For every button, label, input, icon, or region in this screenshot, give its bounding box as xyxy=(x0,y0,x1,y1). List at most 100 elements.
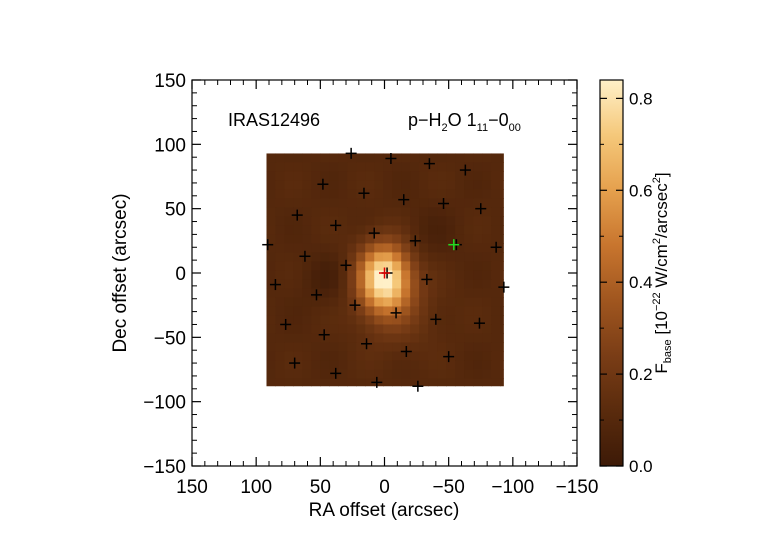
map-pixel xyxy=(329,270,339,281)
map-pixel xyxy=(482,315,492,326)
map-pixel xyxy=(329,288,339,299)
map-pixel xyxy=(365,306,375,317)
map-pixel xyxy=(374,171,384,181)
map-pixel xyxy=(500,162,504,172)
map-pixel xyxy=(356,360,366,371)
map-pixel xyxy=(320,342,330,353)
map-pixel xyxy=(509,270,519,280)
map-pixel xyxy=(410,351,420,362)
map-pixel xyxy=(500,153,504,163)
map-pixel xyxy=(347,198,357,208)
map-pixel xyxy=(482,252,492,263)
map-pixel xyxy=(464,342,474,353)
map-pixel xyxy=(320,198,330,208)
map-pixel xyxy=(428,189,438,199)
map-pixel xyxy=(491,333,501,344)
map-pixel xyxy=(464,243,474,254)
map-pixel xyxy=(428,342,438,353)
map-pixel xyxy=(356,369,366,380)
colorbar-ticks: 0.0 0.2 0.4 0.6 0.8 xyxy=(600,89,653,476)
map-pixel xyxy=(455,288,465,299)
map-pixel xyxy=(473,189,483,199)
map-pixel xyxy=(446,360,456,371)
map-pixel xyxy=(446,261,456,272)
map-pixel xyxy=(293,333,303,344)
map-pixel xyxy=(428,369,438,380)
spaxel-marker xyxy=(412,380,424,392)
spaxel-markers xyxy=(262,147,510,392)
map-pixel xyxy=(329,261,339,272)
map-pixel xyxy=(509,225,519,235)
map-pixel xyxy=(311,306,321,317)
map-pixel xyxy=(275,306,285,317)
map-pixel xyxy=(320,369,330,380)
map-pixel xyxy=(275,252,285,263)
map-pixel xyxy=(383,333,393,344)
map-pixel xyxy=(473,360,483,371)
map-pixel xyxy=(365,351,375,362)
map-pixel xyxy=(491,369,501,380)
map-pixel xyxy=(266,324,277,335)
map-pixel xyxy=(491,198,501,208)
map-pixel xyxy=(320,360,330,371)
map-pixel xyxy=(347,351,357,362)
map-pixel xyxy=(428,180,438,190)
map-pixel xyxy=(320,351,330,362)
map-pixel xyxy=(266,234,277,245)
map-pixel xyxy=(500,388,510,398)
map-pixel xyxy=(284,153,294,163)
map-pixel xyxy=(401,243,411,254)
map-pixel xyxy=(428,252,438,263)
y-tick-label: 50 xyxy=(165,200,186,221)
map-pixel xyxy=(284,270,294,281)
map-pixel xyxy=(329,189,339,199)
map-pixel xyxy=(284,207,294,217)
source-name: IRAS12496 xyxy=(228,110,320,130)
map-pixel xyxy=(509,351,519,361)
map-pixel xyxy=(329,297,339,308)
map-pixel xyxy=(464,324,474,335)
map-pixel xyxy=(347,153,357,163)
map-pixel xyxy=(437,216,447,226)
map-pixel xyxy=(383,252,393,263)
map-pixel xyxy=(401,171,411,181)
colorbar xyxy=(599,79,624,467)
map-pixel xyxy=(491,306,501,317)
spaxel-marker xyxy=(299,250,311,262)
map-pixel xyxy=(383,180,393,190)
map-pixel xyxy=(374,243,384,254)
map-pixel xyxy=(365,252,375,263)
map-pixel xyxy=(365,180,375,190)
map-pixel xyxy=(401,261,411,272)
map-pixel xyxy=(374,388,384,398)
map-pixel xyxy=(410,171,420,181)
map-pixel xyxy=(293,324,303,335)
spaxel-marker xyxy=(438,198,450,210)
map-pixel xyxy=(275,342,285,353)
map-pixel xyxy=(383,225,393,235)
map-pixel xyxy=(347,234,357,245)
map-pixel xyxy=(437,234,447,245)
map-pixel xyxy=(284,189,294,199)
map-pixel xyxy=(455,198,465,208)
map-pixel xyxy=(455,207,465,217)
map-pixel xyxy=(311,297,321,308)
map-pixel xyxy=(419,153,429,163)
map-pixel xyxy=(473,388,483,398)
map-pixel xyxy=(392,342,402,353)
map-pixel xyxy=(473,288,483,299)
x-axis-ticks: 150 100 50 0 −50 −100 −150 xyxy=(176,80,598,498)
map-pixel xyxy=(293,198,303,208)
map-pixel xyxy=(446,270,456,281)
map-pixel xyxy=(491,180,501,190)
map-pixel xyxy=(464,378,474,387)
map-pixel xyxy=(302,171,312,181)
map-pixel xyxy=(338,270,348,281)
map-pixel xyxy=(311,261,321,272)
map-pixel xyxy=(473,153,483,163)
map-pixel xyxy=(293,162,303,172)
map-pixel xyxy=(419,171,429,181)
map-pixel xyxy=(338,369,348,380)
map-pixel xyxy=(284,360,294,371)
map-pixel xyxy=(302,369,312,380)
